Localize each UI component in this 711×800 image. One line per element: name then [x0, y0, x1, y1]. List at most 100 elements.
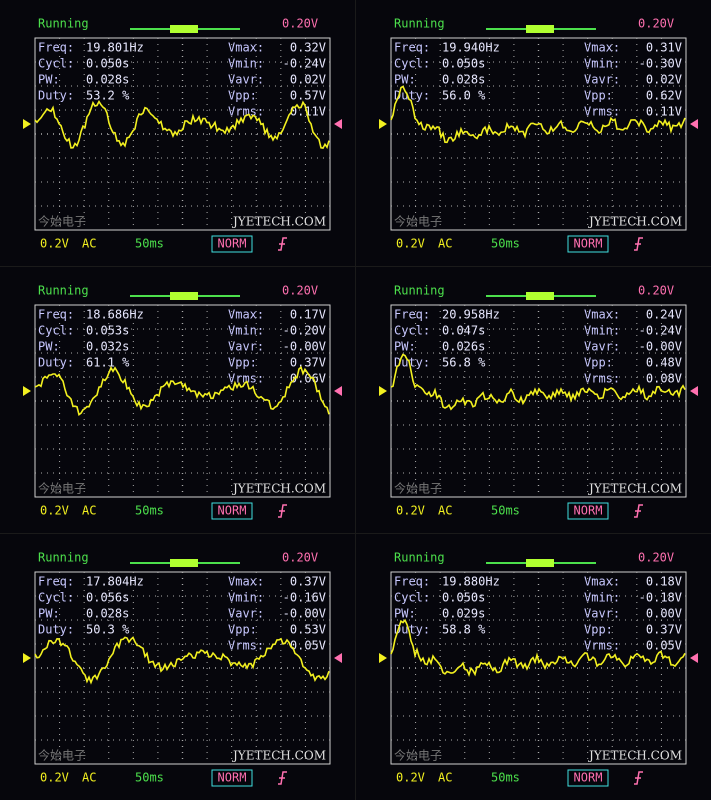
measure-value: -0.24V	[639, 324, 682, 338]
coupling: AC	[82, 771, 96, 785]
brand: JYETECH.COM	[231, 482, 326, 496]
volt-div: 0.2V	[396, 504, 425, 518]
volt-div: 0.2V	[40, 504, 69, 518]
brand-cn: 今始电子	[38, 481, 86, 496]
measure-label: Vmax:	[584, 575, 620, 589]
mode: NORM	[574, 771, 603, 785]
measure-label: Vmax:	[228, 308, 264, 322]
measure-label: Vmax:	[584, 41, 620, 55]
mode: NORM	[218, 237, 247, 251]
brand: JYETECH.COM	[231, 215, 326, 229]
scope-screen: Running 0.20V Freq: 18.686Hz Cycl: 0.053s PW: 0…	[0, 267, 355, 533]
measure-label: Vavr:	[584, 340, 620, 354]
measure-label: Freq:	[394, 41, 430, 55]
volt-div: 0.2V	[40, 771, 69, 785]
measure-label: Vpp:	[228, 356, 257, 370]
measure-label: Vmin:	[228, 57, 264, 71]
measure-label: Cycl:	[394, 324, 430, 338]
trigger-pos-mark	[526, 559, 554, 567]
measure-label: Cycl:	[394, 591, 430, 605]
measure-value: 0.05V	[646, 639, 682, 653]
measure-value: 0.18V	[646, 575, 682, 589]
measure-value: 19.880Hz	[442, 575, 500, 589]
mode: NORM	[218, 771, 247, 785]
time-div: 50ms	[491, 771, 520, 785]
measure-value: -0.20V	[283, 324, 326, 338]
trigger-arrow	[23, 119, 31, 129]
waveform	[34, 636, 330, 685]
trigger-level: 0.20V	[638, 17, 674, 31]
measure-label: Vpp:	[584, 356, 613, 370]
measure-label: PW:	[394, 73, 416, 87]
mode-box	[567, 769, 609, 787]
measure-label: Vrms:	[584, 372, 620, 386]
measure-label: Vrms:	[584, 639, 620, 653]
measure-value: 18.686Hz	[86, 308, 144, 322]
level-arrow	[690, 119, 698, 129]
measure-value: 0.029s	[442, 607, 485, 621]
measure-value: 0.053s	[86, 324, 129, 338]
measure-label: Freq:	[38, 308, 74, 322]
trigger-edge-icon	[278, 771, 287, 785]
status: Running	[38, 17, 89, 31]
trigger-arrow	[23, 653, 31, 663]
measure-label: Vavr:	[584, 73, 620, 87]
brand-cn: 今始电子	[394, 748, 442, 763]
measure-label: Vmax:	[584, 308, 620, 322]
scope-screen: Running 0.20V Freq: 19.940Hz Cycl: 0.050s PW: 0…	[356, 0, 711, 266]
measure-label: Freq:	[38, 575, 74, 589]
measure-value: 0.050s	[442, 57, 485, 71]
waveform	[34, 99, 330, 150]
measure-value: 0.028s	[86, 607, 129, 621]
measure-label: Duty:	[38, 356, 74, 370]
level-arrow	[334, 119, 342, 129]
time-div: 50ms	[135, 771, 164, 785]
measure-label: Vrms:	[228, 639, 264, 653]
time-div: 50ms	[491, 237, 520, 251]
time-div: 50ms	[135, 237, 164, 251]
measure-value: 56.8 %	[442, 356, 486, 370]
measure-label: Duty:	[394, 623, 430, 637]
level-arrow	[690, 653, 698, 663]
trigger-edge-icon	[278, 237, 287, 251]
brand-cn: 今始电子	[38, 748, 86, 763]
measure-label: PW:	[38, 607, 60, 621]
measure-label: Vavr:	[228, 607, 264, 621]
mode-box	[567, 235, 609, 253]
trigger-level: 0.20V	[282, 284, 318, 298]
measure-label: Cycl:	[38, 57, 74, 71]
waveform	[390, 353, 686, 411]
measure-value: 0.32V	[290, 41, 326, 55]
scope-screen: Running 0.20V Freq: 19.801Hz Cycl: 0.050s PW: 0…	[0, 0, 355, 266]
trigger-arrow	[23, 386, 31, 396]
volt-div: 0.2V	[396, 237, 425, 251]
brand-cn: 今始电子	[394, 214, 442, 229]
trigger-pos-mark	[170, 25, 198, 33]
measure-value: 50.3 %	[86, 623, 130, 637]
trigger-arrow	[379, 653, 387, 663]
measure-label: Vavr:	[228, 340, 264, 354]
measure-value: 0.056s	[86, 591, 129, 605]
coupling: AC	[82, 237, 96, 251]
brand: JYETECH.COM	[587, 215, 682, 229]
measure-value: 0.00V	[646, 607, 682, 621]
measure-value: 0.047s	[442, 324, 485, 338]
status: Running	[394, 551, 445, 565]
measure-value: 0.028s	[86, 73, 129, 87]
status: Running	[38, 284, 89, 298]
measure-label: Vmax:	[228, 41, 264, 55]
measure-value: 0.08V	[646, 372, 682, 386]
time-div: 50ms	[135, 504, 164, 518]
measure-value: 53.2 %	[86, 89, 130, 103]
waveform	[390, 618, 686, 678]
trigger-edge-icon	[634, 237, 643, 251]
measure-value: 19.801Hz	[86, 41, 144, 55]
measure-label: Vpp:	[584, 89, 613, 103]
measure-value: 0.050s	[442, 591, 485, 605]
measure-label: Vavr:	[228, 73, 264, 87]
trigger-edge-icon	[278, 504, 287, 518]
trigger-level: 0.20V	[282, 551, 318, 565]
measure-value: 17.804Hz	[86, 575, 144, 589]
measure-label: Cycl:	[38, 324, 74, 338]
